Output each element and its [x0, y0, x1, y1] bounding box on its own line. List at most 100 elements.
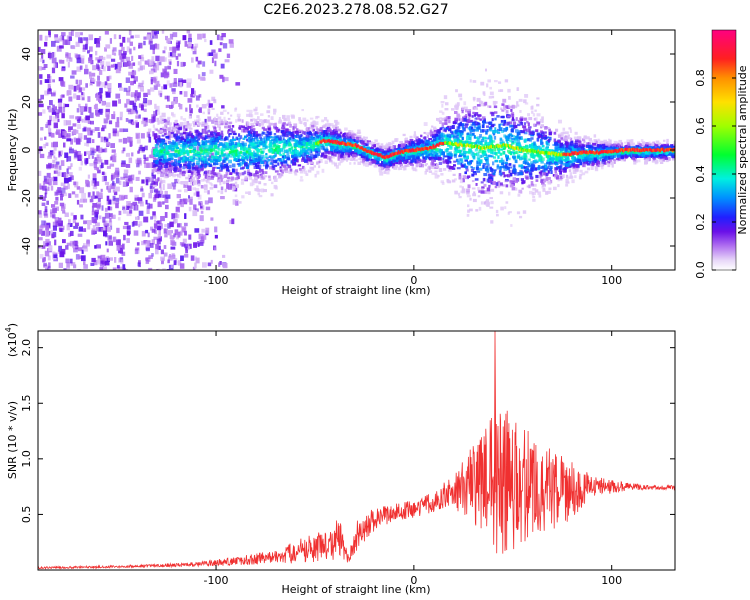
spectrogram-cell	[560, 169, 564, 173]
spectrogram-cell	[101, 162, 104, 168]
spectrogram-cell	[116, 245, 121, 251]
spectrogram-cell	[278, 117, 281, 121]
spectrogram-cell	[47, 105, 51, 110]
spectrogram-cell	[481, 144, 486, 148]
spectrogram-cell	[455, 107, 459, 111]
spectrogram-cell	[388, 151, 393, 155]
spectrogram-cell	[90, 60, 94, 65]
spectrogram-cell	[38, 66, 43, 71]
spectrogram-cell	[460, 152, 464, 156]
spectrogram-cell	[527, 113, 530, 117]
spectrogram-cell	[46, 164, 52, 169]
spectrogram-cell	[536, 113, 541, 117]
spectrogram-cell	[166, 37, 171, 44]
spectrogram-cell	[294, 173, 298, 176]
spectrogram-cell	[105, 102, 111, 108]
spectrogram-cell	[523, 131, 528, 135]
spectrogram-cell	[451, 134, 455, 138]
spectrogram-cell	[224, 77, 229, 82]
spectrogram-cell	[485, 190, 490, 194]
spectrogram-cell	[49, 164, 54, 169]
spectrogram-cell	[561, 147, 565, 150]
spectrogram-cell	[305, 173, 309, 176]
spectrogram-cell	[62, 39, 68, 45]
spectrogram-cell	[532, 131, 535, 136]
spectrogram-cell	[541, 119, 544, 124]
spectrogram-cell	[132, 62, 136, 66]
spectrogram-cell	[102, 175, 107, 182]
spectrogram-cell	[98, 98, 102, 103]
spectrogram-cell	[224, 121, 229, 126]
spectrogram-cell	[620, 142, 624, 147]
spectrogram-cell	[207, 116, 212, 122]
spectrogram-cell	[80, 87, 86, 91]
spectrogram-cell	[89, 163, 94, 167]
spectrogram-cell	[301, 109, 304, 112]
spectrogram-cell	[57, 118, 60, 123]
spectrogram-cell	[82, 44, 86, 50]
spectrogram-cell	[220, 190, 224, 195]
spectrogram-cell	[190, 93, 195, 98]
spectrogram-cell	[176, 194, 181, 199]
spectrogram-cell	[495, 129, 499, 133]
spectrogram-cell	[198, 157, 201, 162]
spectrogram-cell	[123, 87, 128, 92]
spectrogram-cell	[342, 136, 347, 139]
spectrogram-cell	[54, 239, 57, 246]
spectrogram-cell	[439, 117, 442, 120]
spectrogram-cell	[164, 190, 168, 195]
spectrogram-cell	[394, 161, 398, 165]
spectrogram-cell	[458, 196, 462, 199]
spectrogram-cell	[560, 156, 563, 160]
spectrogram-cell	[76, 54, 81, 60]
spectrogram-cell	[48, 245, 53, 252]
spectrogram-cell	[62, 131, 68, 136]
spectrogram-cell	[157, 177, 160, 182]
spectrogram-cell	[571, 162, 576, 166]
spectrogram-cell	[537, 191, 541, 195]
spectrogram-cell	[255, 131, 258, 135]
spectrogram-cell	[651, 160, 656, 163]
spectrogram-cell	[454, 111, 458, 114]
spectrogram-cell	[145, 199, 148, 205]
spectrogram-cell	[176, 154, 180, 158]
spectrogram-cell	[579, 169, 583, 173]
spectrogram-cell	[497, 150, 500, 154]
spectrogram-cell	[297, 145, 302, 148]
spectrogram-cell	[196, 173, 201, 178]
spectrogram-cell	[316, 138, 321, 141]
spectrogram-cell	[202, 33, 206, 39]
spectrogram-cell	[134, 97, 137, 102]
spectrogram-cell	[148, 40, 151, 45]
spectrogram-cell	[94, 181, 100, 186]
spectrogram-cell	[487, 105, 490, 108]
spectrogram-cell	[536, 97, 540, 100]
spectrogram-cell	[392, 145, 397, 149]
spectrogram-cell	[222, 76, 225, 83]
spectrogram-cell	[236, 163, 240, 166]
spectrogram-cell	[150, 148, 155, 152]
spectrogram-cell	[164, 142, 167, 146]
spectrogram-cell	[156, 117, 160, 122]
spectrogram-cell	[573, 158, 578, 162]
spectrogram-cell	[152, 49, 155, 55]
spectrogram-cell	[199, 148, 203, 152]
spectrogram-cell	[220, 186, 224, 191]
spectrogram-cell	[241, 141, 245, 146]
spectrogram-cell	[225, 147, 229, 151]
spectrogram-cell	[117, 64, 121, 68]
spectrogram-cell	[148, 119, 153, 123]
spectrogram-cell	[177, 179, 180, 182]
spectrogram-cell	[373, 142, 376, 146]
spectrogram-cell	[152, 184, 157, 187]
spectrogram-cell	[94, 195, 99, 199]
spectrogram-cell	[53, 106, 57, 110]
spectrogram-cell	[159, 93, 163, 98]
spectrogram-cell	[39, 137, 43, 141]
spectrogram-cell	[100, 254, 106, 261]
spectrogram-cell	[187, 246, 190, 250]
spectrogram-cell	[147, 99, 151, 106]
spectrogram-cell	[184, 141, 188, 145]
spectrogram-cell	[286, 163, 289, 167]
spectrogram-cell	[274, 127, 279, 130]
